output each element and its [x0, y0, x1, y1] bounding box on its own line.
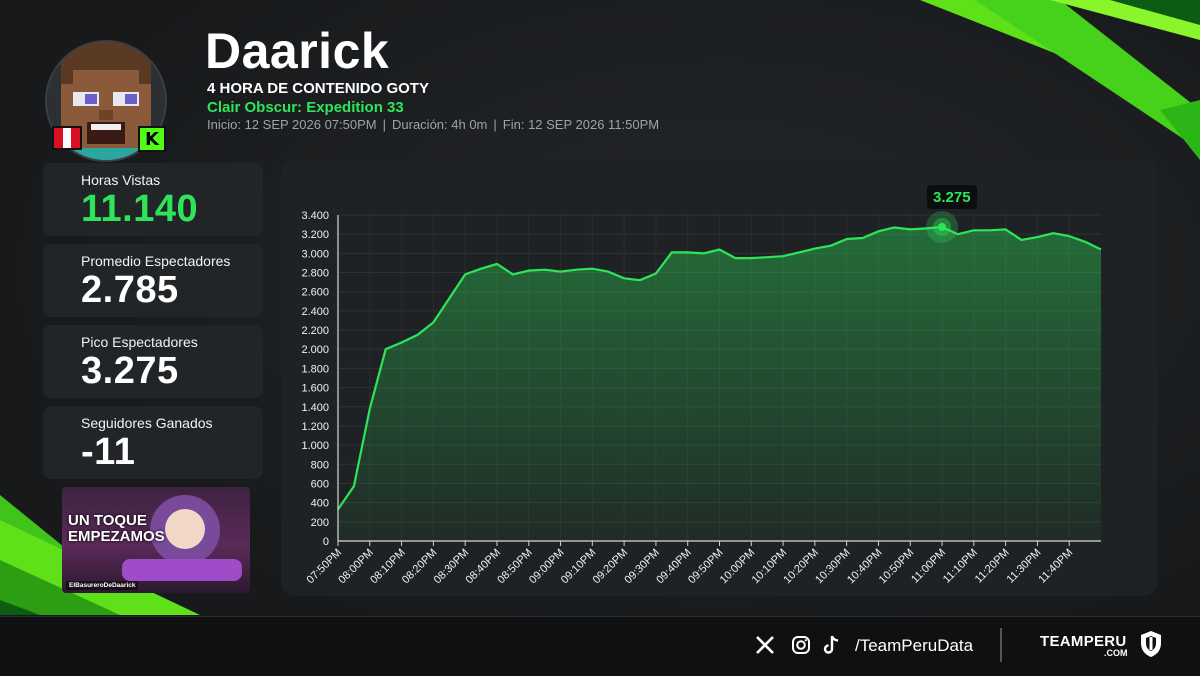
- y-tick-label: 1.400: [301, 402, 329, 414]
- stat-label: Horas Vistas: [81, 172, 161, 188]
- y-tick-label: 2.000: [301, 344, 329, 356]
- stat-card-peak-viewers: Pico Espectadores 3.275: [43, 325, 263, 398]
- stat-label: Pico Espectadores: [81, 334, 198, 350]
- shield-logo-icon: [1141, 631, 1161, 657]
- y-tick-label: 2.600: [301, 287, 329, 299]
- stat-card-average-viewers: Promedio Espectadores 2.785: [43, 244, 263, 317]
- x-icon[interactable]: [752, 632, 778, 658]
- y-tick-label: 800: [311, 459, 329, 471]
- stat-label: Promedio Espectadores: [81, 253, 231, 269]
- peak-point: [938, 222, 947, 231]
- social-handle[interactable]: /TeamPeruData: [855, 636, 974, 655]
- viewers-line: [337, 225, 1102, 511]
- duration: Duración: 4h 0m: [392, 117, 488, 132]
- y-tick-label: 600: [311, 478, 329, 490]
- separator: |: [382, 117, 386, 132]
- stream-timing: Inicio: 12 SEP 2026 07:50PM | Duración: 4h…: [207, 117, 659, 132]
- stat-card-followers-gained: Seguidores Ganados -11: [43, 406, 263, 479]
- thumbnail-channel: ElBasureroDeDaarick: [66, 581, 139, 590]
- x-tick-label: 11:40PM: [1036, 547, 1075, 586]
- game-title: Clair Obscur: Expedition 33: [207, 99, 404, 116]
- y-tick-label: 2.400: [301, 306, 329, 318]
- instagram-icon[interactable]: [788, 632, 814, 658]
- streamer-name: Daarick: [205, 23, 390, 79]
- y-tick-label: 0: [323, 536, 329, 548]
- stat-value: 2.785: [81, 269, 179, 311]
- stat-label: Seguidores Ganados: [81, 415, 213, 431]
- y-tick-label: 2.200: [301, 325, 329, 337]
- stat-value: 11.140: [81, 188, 199, 230]
- y-tick-label: 1.800: [301, 363, 329, 375]
- thumbnail-title: UN TOQUE EMPEZAMOS: [68, 512, 165, 545]
- start-time: Inicio: 12 SEP 2026 07:50PM: [207, 117, 377, 132]
- y-tick-label: 1.000: [301, 440, 329, 452]
- streamer-avatar: [45, 40, 167, 162]
- country-flag-icon: [52, 126, 82, 150]
- brand-name: TEAMPERU: [1040, 633, 1127, 650]
- tiktok-icon[interactable]: [820, 632, 844, 658]
- y-tick-label: 400: [311, 498, 329, 510]
- footer-divider: [1000, 628, 1002, 662]
- separator: |: [493, 117, 497, 132]
- stat-value: 3.275: [81, 350, 179, 392]
- y-tick-label: 2.800: [301, 268, 329, 280]
- y-tick-label: 1.200: [301, 421, 329, 433]
- viewers-chart: 0 200 400 600 800 1.000 1.200 1.400 1.600 1.800 2.…: [301, 210, 1102, 587]
- thumbnail-keyboard: [122, 559, 242, 581]
- y-tick-label: 1.600: [301, 383, 329, 395]
- stat-value: -11: [81, 431, 136, 473]
- stream-title: 4 HORA DE CONTENIDO GOTY: [207, 80, 429, 97]
- y-tick-label: 3.400: [301, 210, 329, 222]
- y-tick-label: 3.200: [301, 229, 329, 241]
- y-tick-label: 200: [311, 517, 329, 529]
- y-tick-label: 3.000: [301, 248, 329, 260]
- x-tick-label: 10:50PM: [877, 547, 917, 587]
- stream-thumbnail: UN TOQUE EMPEZAMOS ElBasureroDeDaarick: [62, 487, 250, 593]
- peak-label: 3.275: [927, 185, 977, 209]
- kick-platform-icon: K: [138, 126, 166, 152]
- thumbnail-face: [165, 509, 205, 549]
- viewers-area: [338, 227, 1101, 541]
- brand-suffix: .COM: [1104, 648, 1128, 658]
- stat-card-hours-watched: Horas Vistas 11.140: [43, 163, 263, 236]
- footer-bar: [0, 616, 1200, 676]
- end-time: Fin: 12 SEP 2026 11:50PM: [502, 117, 660, 132]
